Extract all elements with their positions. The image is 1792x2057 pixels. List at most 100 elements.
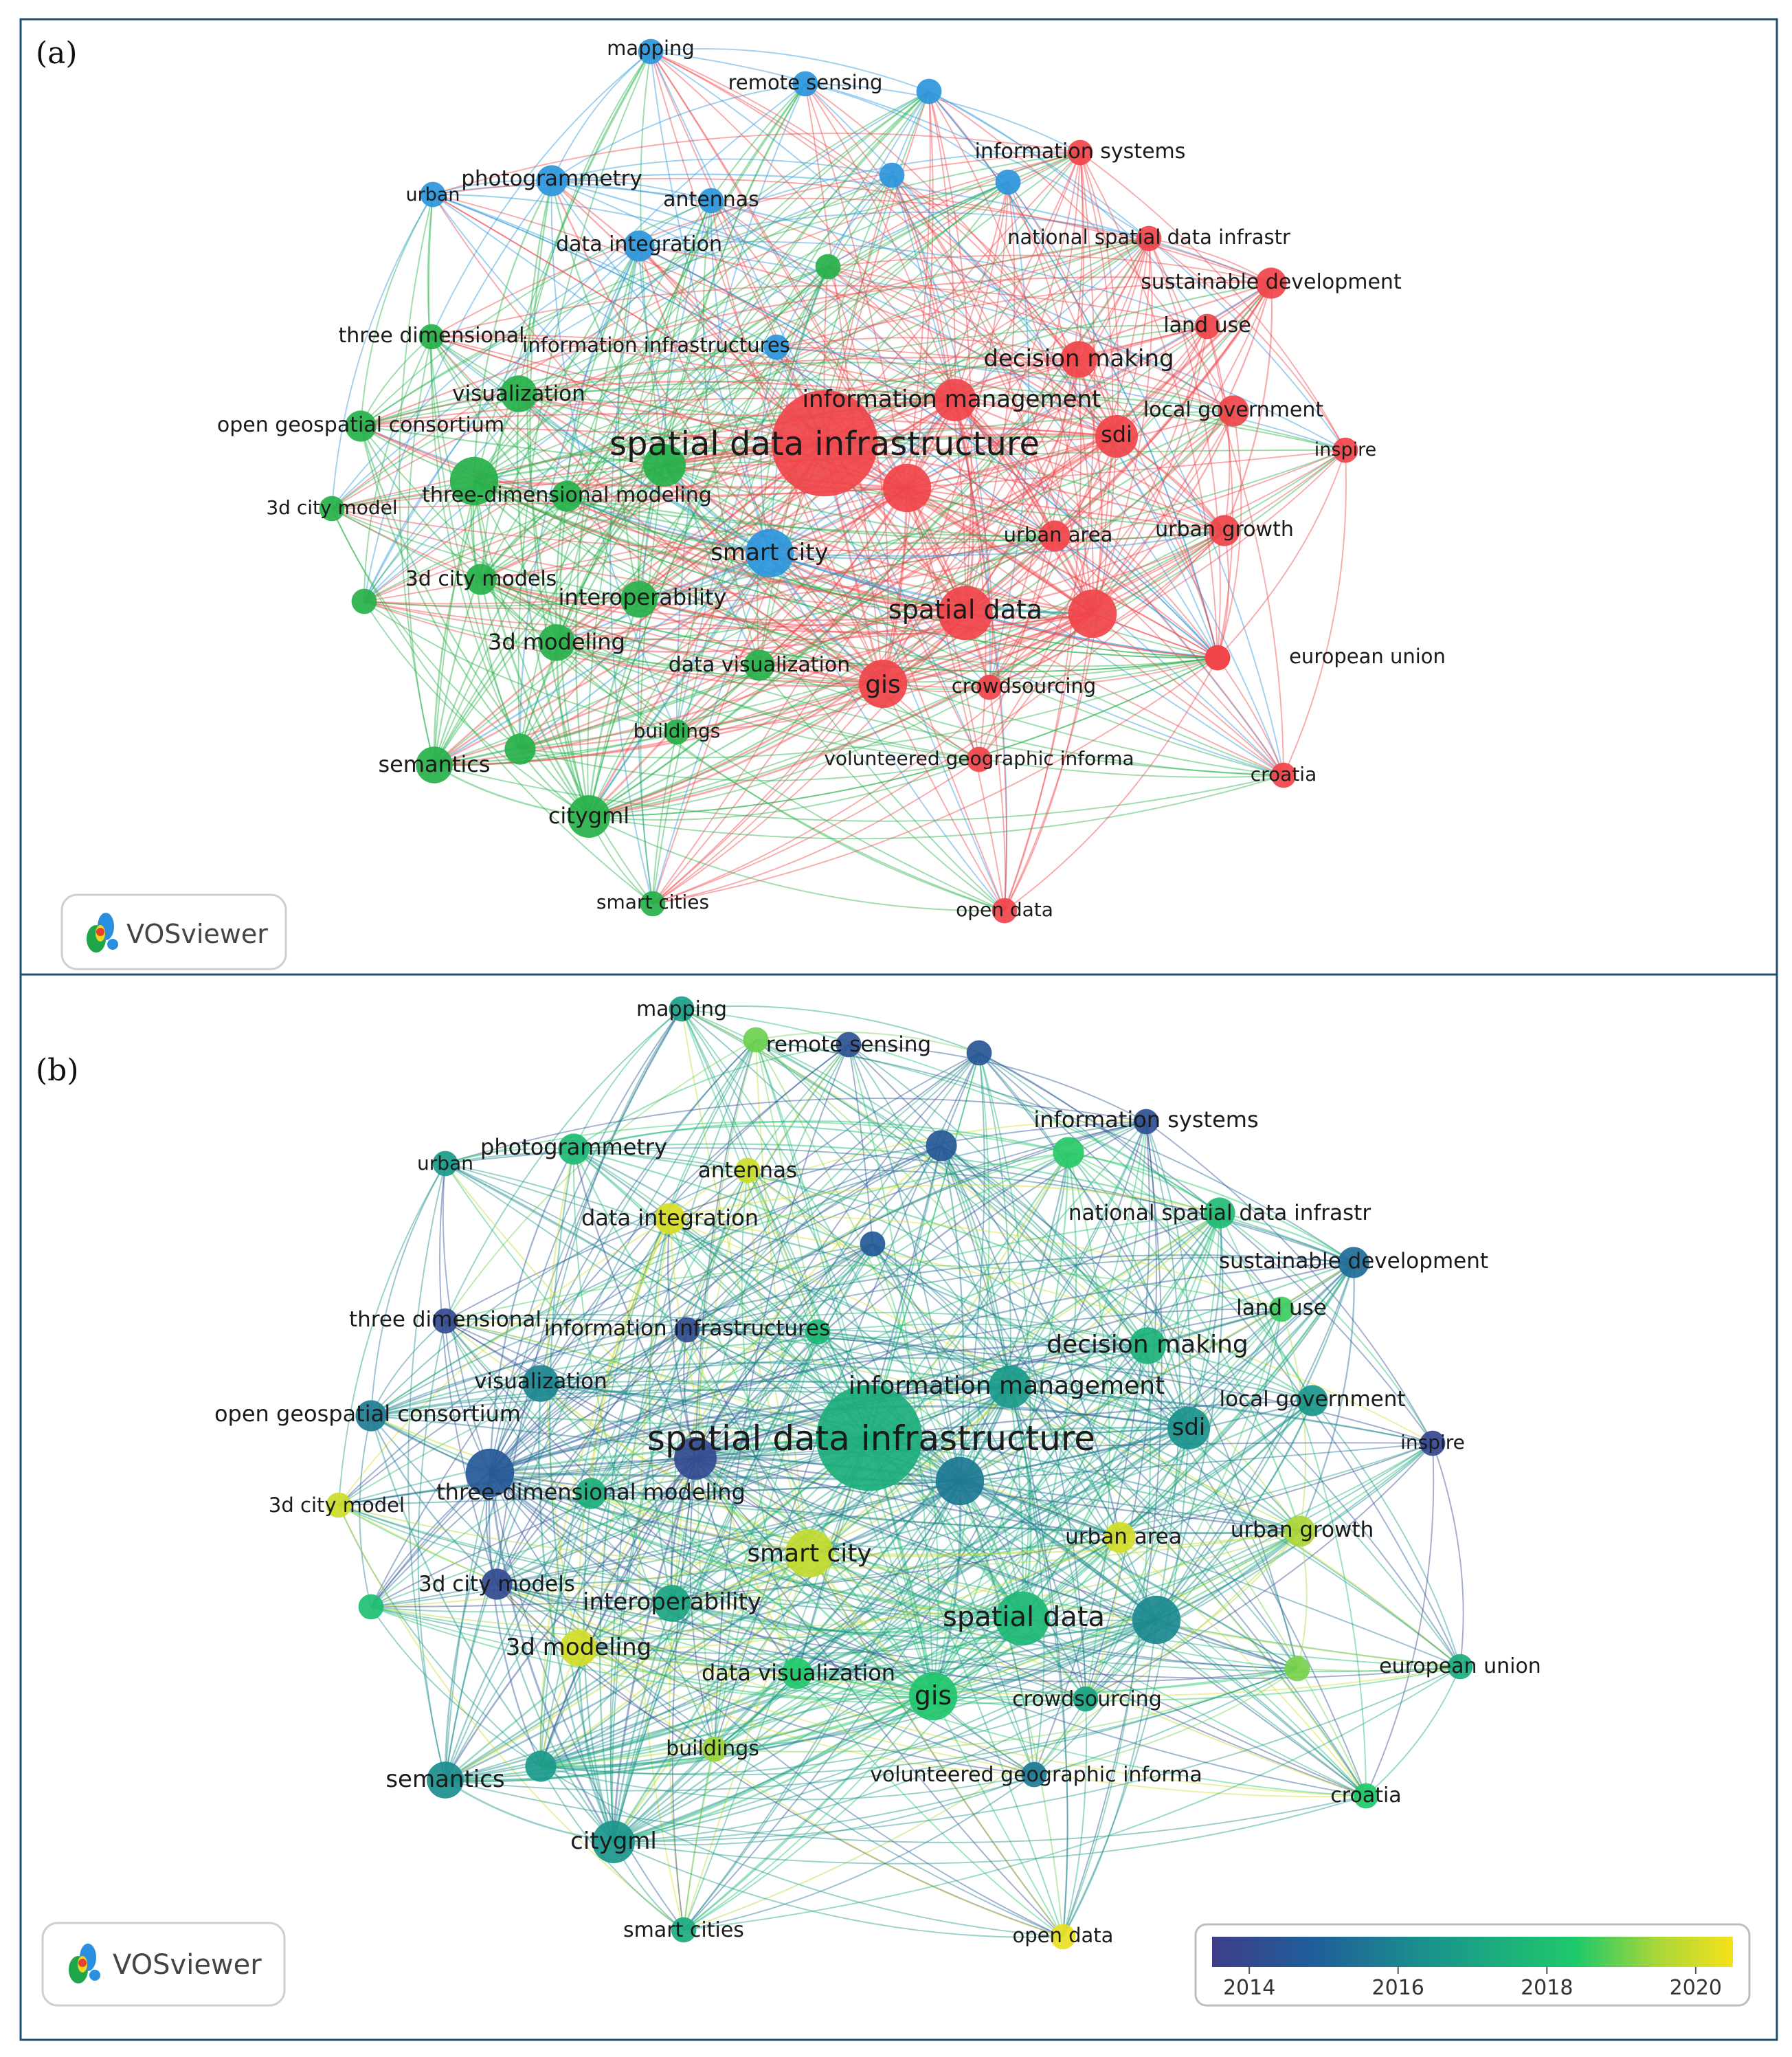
node-croatia[interactable] — [1353, 1783, 1379, 1809]
node-buildings[interactable] — [664, 719, 690, 745]
node-blue-node-2[interactable] — [879, 162, 905, 188]
node-data-visualization[interactable] — [781, 1658, 813, 1689]
node-gis[interactable] — [858, 659, 908, 709]
node-sustainable-development[interactable] — [1255, 267, 1287, 299]
node-3d-city-model[interactable] — [326, 1492, 352, 1518]
node-mapping[interactable] — [669, 996, 695, 1022]
node-spatial-data[interactable] — [938, 586, 993, 641]
node-croatia[interactable] — [1270, 762, 1297, 788]
node-green-node-2[interactable] — [643, 444, 686, 487]
node-remote-sensing[interactable] — [836, 1032, 862, 1058]
node-data-integration[interactable] — [623, 230, 655, 262]
node-crowdsourcing[interactable] — [1073, 1686, 1099, 1712]
node-smart-cities[interactable] — [671, 1917, 697, 1943]
node-green-node-b4[interactable] — [1284, 1656, 1310, 1682]
node-antennas[interactable] — [698, 188, 724, 214]
node-open-geospatial-consortium[interactable] — [355, 1400, 387, 1432]
node-blue-node-b6[interactable] — [1132, 1595, 1181, 1645]
node-spatial-data-infrastructure[interactable] — [816, 1384, 923, 1491]
node-purple-node-b[interactable] — [674, 1437, 717, 1480]
node-smart-city[interactable] — [785, 1528, 834, 1578]
node-inspire[interactable] — [1332, 437, 1358, 463]
node-3d-modeling[interactable] — [538, 624, 575, 661]
node-national-sdi[interactable] — [1136, 225, 1162, 252]
node-blue-node-3[interactable] — [860, 1231, 886, 1257]
node-three-dimensional-modeling[interactable] — [575, 1478, 607, 1509]
node-smart-city[interactable] — [745, 529, 794, 578]
node-red-node-3[interactable] — [1205, 645, 1231, 671]
node-3d-city-models[interactable] — [465, 564, 497, 595]
node-decision-making[interactable] — [1060, 341, 1097, 378]
node-blue-node-b4[interactable] — [935, 1456, 985, 1506]
node-sdi[interactable] — [1167, 1407, 1210, 1449]
node-information-infrastructures[interactable] — [674, 1317, 700, 1343]
node-red-node-1[interactable] — [882, 463, 932, 513]
node-information-systems[interactable] — [1067, 140, 1093, 166]
node-teal-node-b[interactable] — [525, 1750, 557, 1782]
node-vgi[interactable] — [966, 746, 992, 772]
node-green-node-3[interactable] — [449, 456, 499, 506]
node-buildings[interactable] — [702, 1736, 728, 1762]
node-local-government[interactable] — [1297, 1385, 1328, 1416]
node-urban[interactable] — [420, 181, 446, 208]
node-land-use[interactable] — [1268, 1296, 1295, 1322]
node-interoperability[interactable] — [620, 581, 658, 618]
node-green-node-b2[interactable] — [805, 1319, 831, 1345]
node-remote-sensing[interactable] — [792, 71, 818, 97]
node-data-integration[interactable] — [654, 1203, 686, 1234]
node-urban-area[interactable] — [1039, 520, 1071, 552]
node-semantics[interactable] — [427, 1761, 464, 1799]
node-blue-node-1[interactable] — [916, 78, 942, 104]
node-land-use[interactable] — [1194, 313, 1220, 340]
node-crowdsourcing[interactable] — [976, 674, 1003, 700]
node-green-node-b0[interactable] — [743, 1027, 769, 1053]
node-blue-node-1[interactable] — [966, 1040, 992, 1066]
node-photogrammetry[interactable] — [536, 165, 568, 197]
node-open-data[interactable] — [992, 898, 1018, 924]
node-green-node-4[interactable] — [351, 588, 377, 614]
node-3d-city-models[interactable] — [481, 1568, 513, 1600]
node-green-node-5[interactable] — [504, 733, 536, 765]
node-green-node-b3[interactable] — [358, 1594, 384, 1620]
node-three-dimensional[interactable] — [418, 324, 445, 350]
node-red-node-2[interactable] — [1068, 589, 1117, 638]
node-open-data[interactable] — [1050, 1924, 1076, 1950]
node-open-geospatial-consortium[interactable] — [345, 410, 377, 442]
node-spatial-data[interactable] — [995, 1591, 1050, 1646]
node-green-node-b1[interactable] — [1053, 1137, 1084, 1168]
node-information-systems[interactable] — [1133, 1109, 1159, 1135]
node-blue-node-2[interactable] — [926, 1130, 957, 1161]
node-vgi[interactable] — [1021, 1761, 1047, 1788]
node-data-visualization[interactable] — [743, 649, 775, 681]
node-decision-making[interactable] — [1129, 1327, 1166, 1364]
node-green-node-1[interactable] — [815, 254, 841, 280]
node-sdi[interactable] — [1095, 415, 1138, 458]
node-urban-area[interactable] — [1104, 1522, 1136, 1553]
node-mapping[interactable] — [638, 38, 664, 65]
node-3d-city-model[interactable] — [319, 496, 345, 522]
node-interoperability[interactable] — [653, 1585, 691, 1622]
node-3d-modeling[interactable] — [560, 1630, 597, 1667]
node-information-management[interactable] — [934, 379, 976, 421]
node-blue-node-b5[interactable] — [465, 1448, 515, 1498]
node-information-infrastructures[interactable] — [763, 334, 789, 360]
node-local-government[interactable] — [1218, 395, 1249, 427]
node-urban-growth[interactable] — [1284, 1515, 1316, 1547]
node-photogrammetry[interactable] — [558, 1133, 590, 1165]
node-smart-cities[interactable] — [640, 891, 666, 917]
node-national-sdi[interactable] — [1204, 1197, 1235, 1229]
node-semantics[interactable] — [416, 746, 453, 783]
node-european-union[interactable] — [1447, 1654, 1473, 1680]
node-inspire[interactable] — [1420, 1430, 1446, 1456]
node-urban[interactable] — [432, 1150, 458, 1177]
node-three-dimensional[interactable] — [432, 1308, 458, 1334]
node-visualization[interactable] — [500, 375, 537, 412]
node-three-dimensional-modeling[interactable] — [551, 480, 583, 512]
node-sustainable-development[interactable] — [1338, 1247, 1369, 1278]
node-blue-node-3[interactable] — [995, 169, 1021, 195]
node-antennas[interactable] — [735, 1157, 761, 1183]
node-urban-growth[interactable] — [1209, 515, 1240, 546]
node-citygml[interactable] — [592, 1821, 635, 1863]
node-gis[interactable] — [908, 1671, 958, 1721]
node-spatial-data-infrastructure[interactable] — [771, 390, 878, 497]
